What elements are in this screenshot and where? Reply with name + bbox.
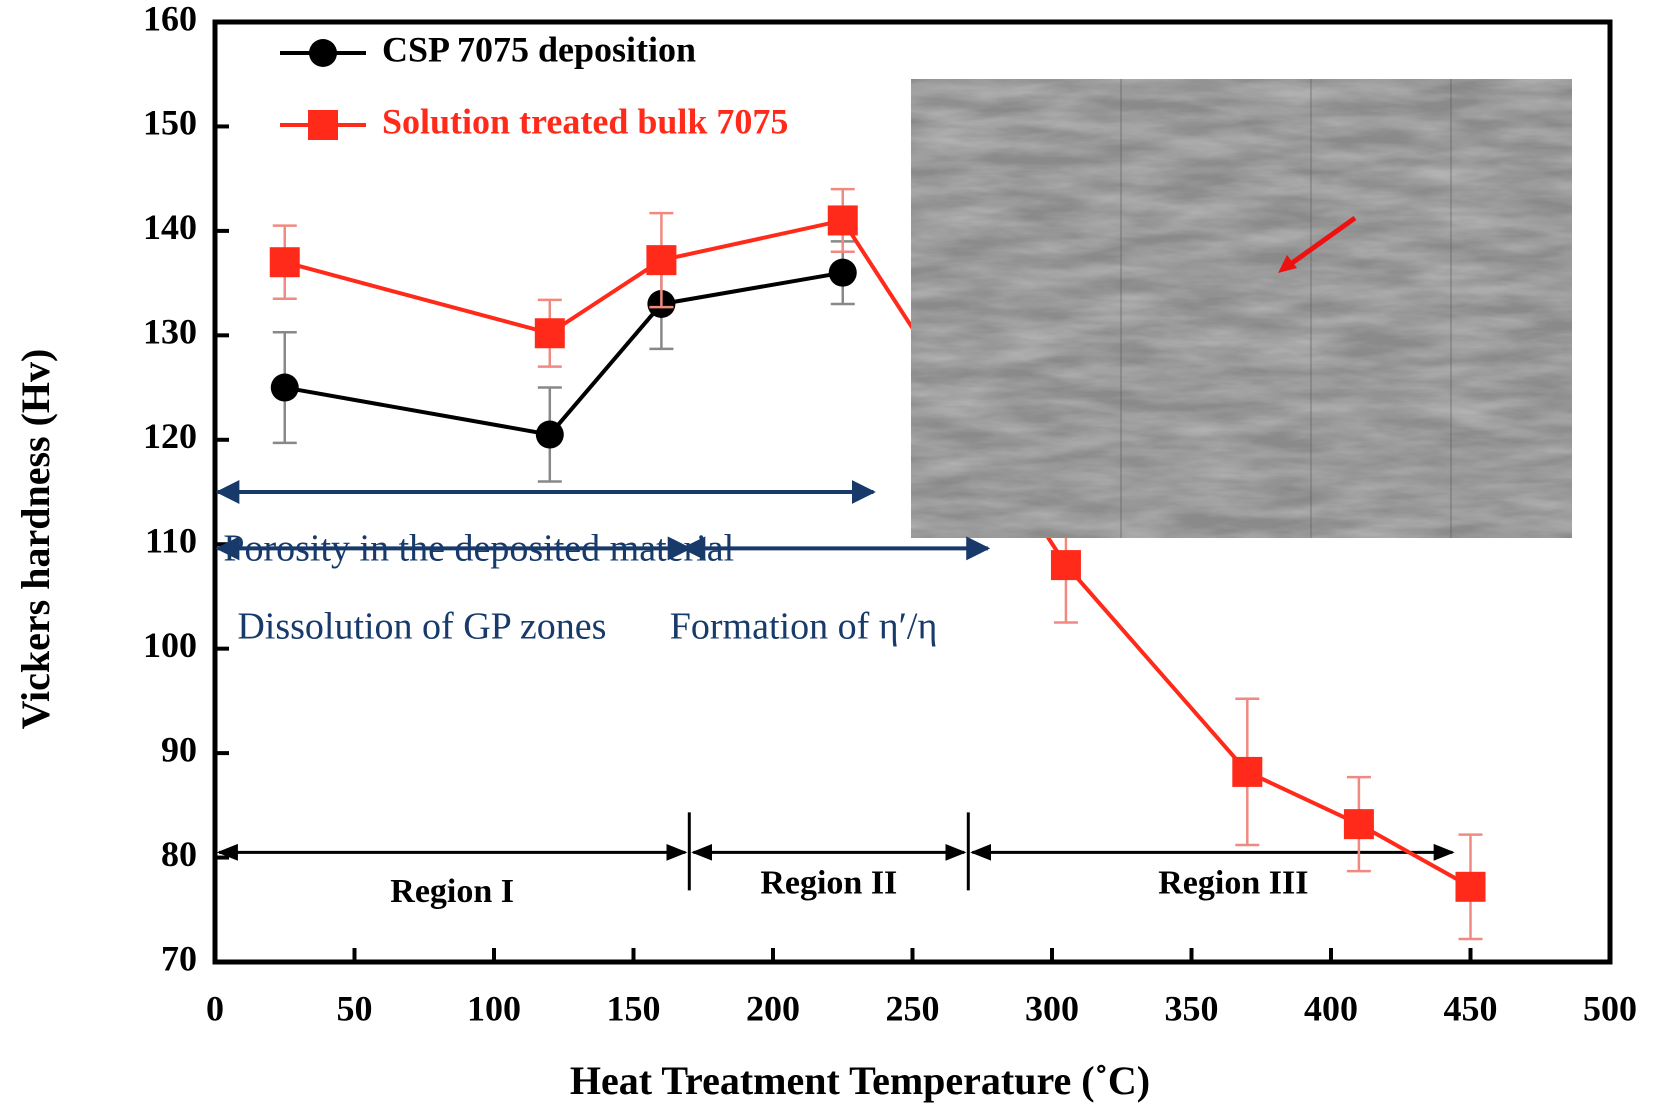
annotation: Dissolution of GP zones (237, 606, 606, 648)
series-line (284, 270, 844, 437)
y-tick-label: 120 (143, 416, 197, 456)
x-tick-label: 350 (1165, 988, 1219, 1028)
micrograph-arrow (1283, 215, 1357, 271)
y-axis-title: Vickers hardness (Hv) (13, 349, 58, 730)
y-tick-label: 90 (161, 729, 197, 769)
point (827, 205, 858, 236)
micrograph (911, 79, 1572, 538)
legend-label: Solution treated bulk 7075 (382, 101, 788, 141)
x-tick-label: 50 (337, 988, 373, 1028)
region-label: Region I (390, 873, 514, 910)
plot-frame (212, 19, 1613, 965)
legend-label: CSP 7075 deposition (382, 29, 696, 69)
x-axis-title: Heat Treatment Temperature (˚C) (570, 1058, 1150, 1103)
point (1232, 756, 1263, 787)
point (270, 373, 299, 402)
x-tick-label: 500 (1583, 988, 1637, 1028)
y-tick-label: 140 (143, 207, 197, 247)
point (269, 247, 300, 278)
x-tick-label: 0 (206, 988, 224, 1028)
y-tick-label: 100 (143, 625, 197, 665)
annotation: Formation of η′/η (670, 606, 938, 648)
point (1050, 550, 1081, 581)
y-tick-label: 160 (143, 0, 197, 38)
x-tick-label: 200 (746, 988, 800, 1028)
point (1343, 809, 1374, 840)
y-tick-label: 80 (161, 834, 197, 874)
point (1455, 871, 1486, 902)
micrograph-arrowhead (1278, 255, 1297, 273)
region-label: Region II (760, 865, 897, 902)
point (828, 258, 857, 287)
y-tick-label: 130 (143, 312, 197, 352)
legend-marker (309, 39, 337, 67)
point (535, 420, 564, 449)
x-tick-label: 250 (886, 988, 940, 1028)
x-tick-label: 150 (607, 988, 661, 1028)
y-tick-label: 150 (143, 103, 197, 143)
point (534, 318, 565, 349)
x-tick-label: 300 (1025, 988, 1079, 1028)
x-tick-label: 400 (1304, 988, 1358, 1028)
x-tick-label: 100 (467, 988, 521, 1028)
x-tick-label: 450 (1444, 988, 1498, 1028)
annotation: Porosity in the deposited material (223, 527, 734, 569)
y-tick-label: 70 (161, 938, 197, 978)
point (646, 245, 677, 276)
y-tick-label: 110 (145, 520, 197, 560)
region-label: Region III (1158, 865, 1308, 902)
legend-marker (308, 110, 338, 140)
